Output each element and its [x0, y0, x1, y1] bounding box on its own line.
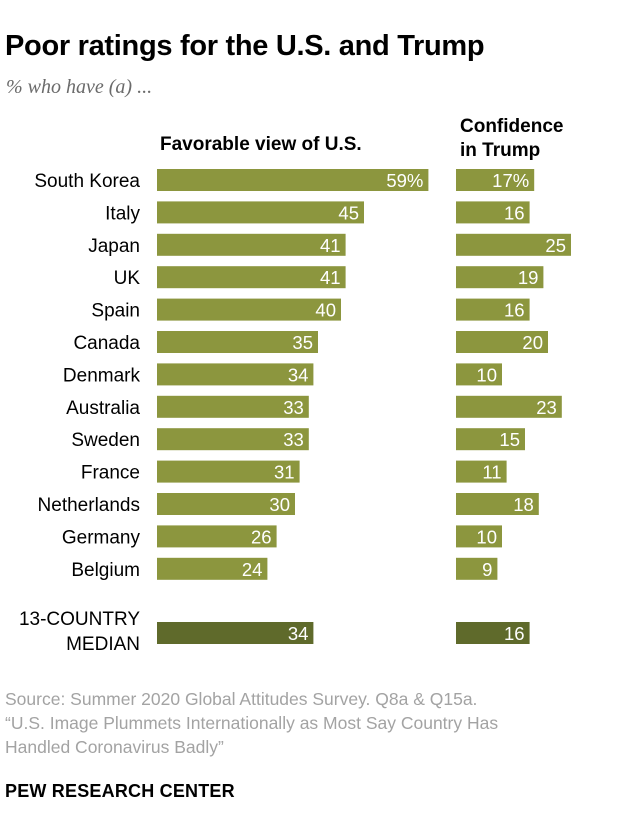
bar-value-label: 31	[274, 462, 295, 483]
bar	[456, 395, 562, 418]
bar-value-label: 25	[545, 235, 566, 256]
country-label: Spain	[91, 301, 140, 322]
bar	[456, 169, 535, 191]
bar	[157, 460, 300, 483]
bar	[456, 525, 502, 548]
source-line: “U.S. Image Plummets Internationally as …	[5, 713, 499, 733]
bar	[157, 525, 277, 548]
bar-value-label: 34	[288, 364, 309, 385]
bar	[456, 331, 548, 353]
bar-value-label: 17%	[492, 170, 529, 191]
country-label: Denmark	[63, 365, 141, 386]
bar	[456, 363, 502, 386]
bar-value-label: 45	[338, 202, 359, 223]
bar	[157, 493, 295, 515]
bar	[157, 622, 314, 644]
column-header: Confidence	[460, 116, 563, 137]
bar-value-label: 15	[499, 429, 520, 450]
bar	[157, 201, 364, 224]
country-label: South Korea	[34, 171, 140, 192]
organization-name: PEW RESEARCH CENTER	[5, 781, 235, 801]
column-header: in Trump	[460, 140, 540, 161]
bar-value-label: 41	[320, 235, 341, 256]
bar-value-label: 11	[482, 462, 501, 483]
bar-value-label: 35	[292, 332, 313, 353]
country-label: Australia	[66, 398, 140, 419]
bar-value-label: 41	[320, 267, 341, 288]
bar-value-label: 18	[513, 494, 534, 515]
bar-value-label: 16	[504, 300, 525, 321]
country-label: Sweden	[71, 430, 140, 451]
bar-value-label: 9	[482, 559, 492, 580]
country-label: Netherlands	[38, 495, 140, 516]
bar-value-label: 16	[504, 202, 525, 223]
country-label: Canada	[73, 333, 140, 354]
bar	[157, 266, 346, 289]
bar	[157, 428, 309, 451]
country-label: Belgium	[71, 560, 140, 581]
bar	[157, 298, 341, 321]
bar-value-label: 19	[518, 267, 539, 288]
bar	[157, 331, 318, 353]
source-note: Source: Summer 2020 Global Attitudes Sur…	[5, 687, 605, 759]
bar-value-label: 33	[283, 397, 304, 418]
column-header: Favorable view of U.S.	[160, 134, 362, 155]
country-label: France	[81, 463, 140, 484]
bar-value-label: 10	[476, 364, 497, 385]
bar-value-label: 20	[522, 332, 543, 353]
country-label: UK	[114, 268, 141, 289]
bar	[456, 266, 544, 289]
bar	[456, 460, 507, 483]
country-label: Italy	[105, 203, 140, 224]
bar	[456, 428, 525, 451]
bar	[157, 169, 429, 191]
bar-value-label: 40	[315, 300, 336, 321]
median-label: 13-COUNTRY	[19, 609, 140, 630]
bar	[456, 493, 539, 515]
bar	[456, 622, 530, 644]
source-line: Source: Summer 2020 Global Attitudes Sur…	[5, 689, 478, 709]
bar	[456, 557, 498, 580]
bar-value-label: 23	[536, 397, 557, 418]
median-label: MEDIAN	[66, 634, 140, 655]
bar-value-label: 26	[251, 526, 272, 547]
chart-title: Poor ratings for the U.S. and Trump	[5, 30, 485, 62]
bar	[157, 233, 346, 256]
bar	[157, 557, 268, 580]
bar-value-label: 10	[476, 526, 497, 547]
bar	[456, 201, 530, 224]
country-label: Japan	[88, 236, 140, 257]
source-line: Handled Coronavirus Badly”	[5, 737, 224, 757]
bar-value-label: 33	[283, 429, 304, 450]
bar	[157, 395, 309, 418]
bar	[456, 298, 530, 321]
chart-subtitle: % who have (a) ...	[6, 76, 153, 98]
country-label: Germany	[62, 527, 141, 548]
bar-value-label: 34	[288, 623, 309, 644]
bar	[157, 363, 314, 386]
bar-value-label: 59%	[386, 170, 423, 191]
bar-chart: Favorable view of U.S. Confidence in Trump…	[19, 116, 571, 655]
bar-value-label: 30	[269, 494, 290, 515]
bar-value-label: 16	[504, 623, 525, 644]
bar	[456, 233, 571, 256]
bar-value-label: 24	[242, 559, 263, 580]
